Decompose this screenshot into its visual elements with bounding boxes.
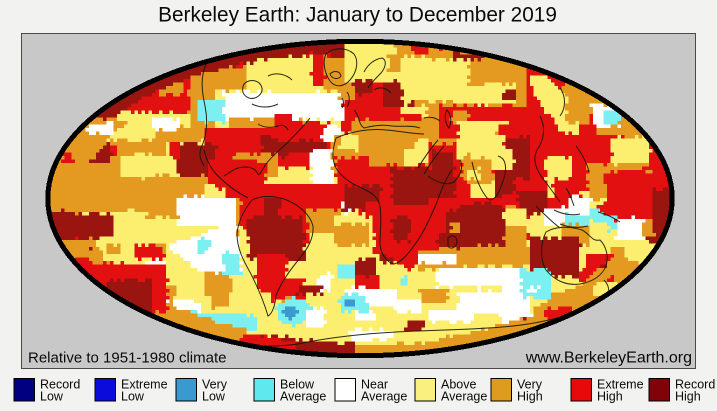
- svg-text:Average: Average: [361, 390, 407, 404]
- svg-text:High: High: [675, 390, 701, 404]
- svg-text:Very: Very: [202, 378, 228, 392]
- svg-text:Below: Below: [280, 378, 315, 392]
- svg-text:Near: Near: [361, 378, 388, 392]
- svg-text:Very: Very: [517, 378, 543, 392]
- svg-text:Record: Record: [675, 378, 715, 392]
- svg-text:Low: Low: [40, 390, 64, 404]
- svg-text:Extreme: Extreme: [121, 378, 168, 392]
- svg-text:Extreme: Extreme: [597, 378, 644, 392]
- svg-text:Berkeley Earth: January to Dec: Berkeley Earth: January to December 2019: [158, 4, 557, 27]
- svg-text:Record: Record: [40, 378, 80, 392]
- svg-text:Low: Low: [121, 390, 145, 404]
- svg-text:High: High: [517, 390, 543, 404]
- svg-text:Average: Average: [280, 390, 326, 404]
- svg-text:Low: Low: [202, 390, 226, 404]
- svg-text:Relative to 1951-1980 climate: Relative to 1951-1980 climate: [28, 350, 226, 367]
- svg-text:High: High: [597, 390, 623, 404]
- svg-text:www.BerkeleyEarth.org: www.BerkeleyEarth.org: [525, 350, 692, 367]
- svg-text:Average: Average: [441, 390, 487, 404]
- svg-text:Above: Above: [441, 378, 476, 392]
